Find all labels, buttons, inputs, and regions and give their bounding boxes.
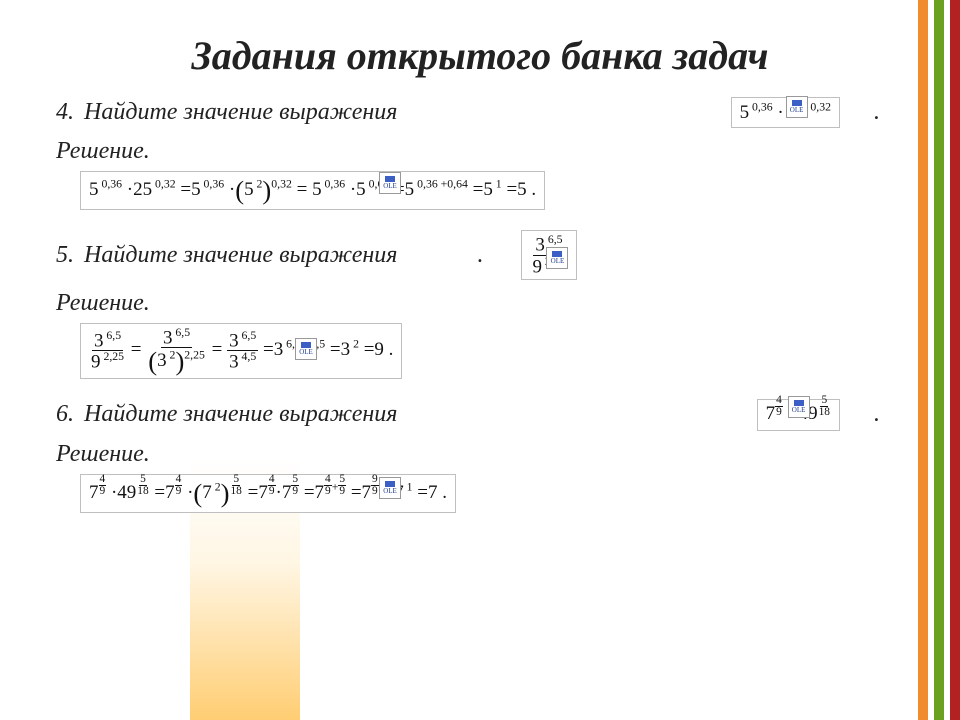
- task4-prompt: Найдите значение выражения: [84, 99, 397, 126]
- ole-icon: OLE: [379, 172, 401, 194]
- task6-prompt: Найдите значение выражения: [84, 401, 397, 428]
- bar-green: [934, 0, 944, 720]
- task5-solution-label: Решение.: [56, 290, 904, 317]
- task6-solution-label: Решение.: [56, 441, 904, 468]
- ole-icon: OLE: [786, 96, 808, 118]
- task6-expression: 749 · 49518 OLE: [757, 399, 840, 431]
- slide-title: Задания открытого банка задач: [56, 32, 904, 79]
- ole-icon: OLE: [788, 396, 810, 418]
- bar-orange: [918, 0, 928, 720]
- ole-icon: OLE: [546, 247, 568, 269]
- task4-expression: 5 0,36 · 25 0,32 OLE: [731, 97, 840, 128]
- task4-solution-box: 5 0,36 ·25 0,32 =5 0,36 ·(5 2)0,32 = 5 0…: [80, 171, 545, 210]
- task5-solution-math: 3 6,59 2,25 = 3 6,5(3 2)2,25 = 3 6,53 4,…: [89, 339, 393, 360]
- task6-number: 6.: [56, 401, 74, 428]
- task6-solution-box: 749 ·49518 =749 ·(7 2)518 =749·759 =749+…: [80, 474, 456, 513]
- task5-prompt: Найдите значение выражения: [84, 242, 397, 269]
- task5-expression: 3 6,59 2,25 OLE: [521, 230, 576, 280]
- task5-solution-box: 3 6,59 2,25 = 3 6,5(3 2)2,25 = 3 6,53 4,…: [80, 323, 402, 379]
- task-5: 5. Найдите значение выражения . 3 6,59 2…: [56, 230, 904, 379]
- ole-icon: OLE: [379, 477, 401, 499]
- bar-red: [950, 0, 960, 720]
- task-6: 6. Найдите значение выражения 749 · 4951…: [56, 399, 904, 513]
- task5-dot: .: [477, 242, 483, 269]
- task4-solution-label: Решение.: [56, 138, 904, 165]
- ole-icon: OLE: [295, 338, 317, 360]
- right-accent-bars: [918, 0, 960, 720]
- task4-number: 4.: [56, 99, 74, 126]
- task5-number: 5.: [56, 242, 74, 269]
- task4-dot: .: [874, 99, 880, 126]
- task4-solution-math: 5 0,36 ·25 0,32 =5 0,36 ·(5 2)0,32 = 5 0…: [89, 179, 536, 200]
- task6-dot: .: [874, 401, 880, 428]
- task-4: 4. Найдите значение выражения 5 0,36 · 2…: [56, 97, 904, 210]
